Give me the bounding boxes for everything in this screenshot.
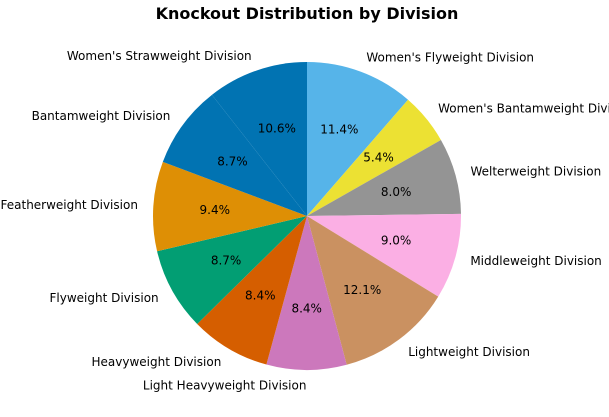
percent-label-middleweight-division: 9.0% [381,233,412,247]
category-label-women-s-bantamweight-division: Women's Bantamweight Division [438,102,609,116]
chart-title: Knockout Distribution by Division [156,4,459,23]
category-label-featherweight-division: Featherweight Division [1,198,138,212]
pie-slice-heavyweight-division [197,216,307,365]
category-label-women-s-flyweight-division: Women's Flyweight Division [366,50,534,64]
percent-labels: 11.4% 5.4% 8.0% 9.0% 12.1% 8.4% 8.4% 8.7% 9.4% 8.… [200,122,412,316]
category-label-welterweight-division: Welterweight Division [470,165,601,179]
percent-label-lightweight-division: 12.1% [343,283,381,297]
category-labels: Women's Flyweight Division Women's Bantam… [1,49,609,393]
pie-slices [153,62,462,370]
percent-label-women-s-flyweight-division: 11.4% [320,122,358,136]
percent-label-heavyweight-division: 8.4% [245,289,276,303]
category-label-lightweight-division: Lightweight Division [408,345,530,359]
pie-slice-welterweight-division [307,139,461,216]
percent-label-women-s-bantamweight-division: 5.4% [363,150,394,164]
percent-label-welterweight-division: 8.0% [381,185,412,199]
pie-slice-flyweight-division [157,216,307,324]
pie-slice-women-s-strawweight-division [211,62,307,216]
pie-slice-lightweight-division [307,216,439,365]
category-label-bantamweight-division: Bantamweight Division [32,109,171,123]
pie-slice-bantamweight-division [162,94,307,216]
percent-label-bantamweight-division: 8.7% [217,154,248,168]
pie-slice-women-s-flyweight-division [307,62,409,216]
category-label-middleweight-division: Middleweight Division [470,254,601,268]
pie-slice-middleweight-division [307,213,462,297]
pie-slice-featherweight-division [153,161,307,252]
category-label-flyweight-division: Flyweight Division [49,291,158,305]
category-label-light-heavyweight-division: Light Heavyweight Division [143,378,307,392]
category-label-heavyweight-division: Heavyweight Division [92,355,222,369]
pie-slice-women-s-bantamweight-division [307,99,441,216]
percent-label-women-s-strawweight-division: 10.6% [258,122,296,136]
percent-label-light-heavyweight-division: 8.4% [291,301,322,315]
category-label-women-s-strawweight-division: Women's Strawweight Division [67,49,252,63]
percent-label-flyweight-division: 8.7% [211,254,242,268]
percent-label-featherweight-division: 9.4% [200,203,231,217]
pie-slice-light-heavyweight-division [266,216,347,370]
